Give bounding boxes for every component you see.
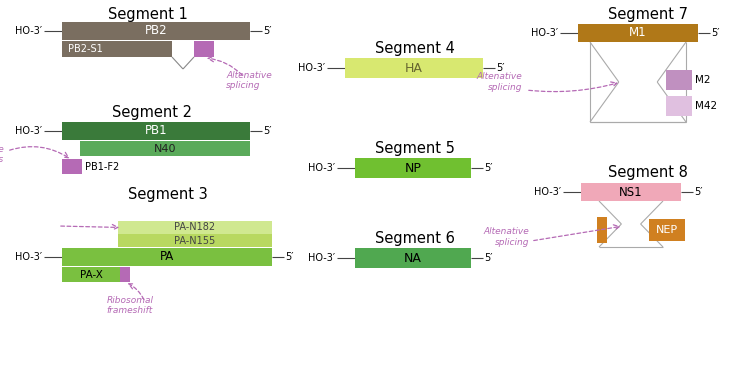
Bar (120, 267, 130, 282)
Text: PA-X: PA-X (80, 269, 103, 279)
Text: Segment 1: Segment 1 (108, 6, 188, 22)
Bar (597, 217, 607, 243)
Text: Altenative
initiations: Altenative initiations (0, 145, 4, 164)
Text: HO-3′: HO-3′ (308, 163, 335, 173)
Text: PB1-F2: PB1-F2 (85, 161, 119, 172)
Bar (62, 22, 250, 40)
Bar (62, 159, 82, 174)
Bar (355, 248, 471, 268)
Text: M1: M1 (629, 27, 646, 39)
Text: N40: N40 (154, 144, 176, 153)
Bar (581, 183, 681, 201)
Text: Segment 5: Segment 5 (375, 141, 455, 155)
Text: M2: M2 (695, 75, 710, 85)
Text: 5′: 5′ (263, 126, 272, 136)
Text: PA-N182: PA-N182 (175, 222, 215, 232)
Bar (118, 221, 272, 234)
Bar (62, 248, 272, 266)
Text: Ribosomal
frameshift: Ribosomal frameshift (106, 296, 154, 315)
Text: Segment 4: Segment 4 (375, 41, 455, 55)
Text: Altenative
splicing: Altenative splicing (226, 71, 272, 91)
Text: 5′: 5′ (711, 28, 719, 38)
Text: NP: NP (404, 161, 422, 174)
Bar (345, 58, 483, 78)
Text: HO-3′: HO-3′ (15, 26, 42, 36)
Text: PB2: PB2 (145, 25, 167, 38)
Text: Segment 6: Segment 6 (375, 230, 455, 246)
Text: HO-3′: HO-3′ (531, 28, 558, 38)
Text: HO-3′: HO-3′ (534, 187, 561, 197)
Text: HO-3′: HO-3′ (15, 126, 42, 136)
Bar (62, 41, 172, 57)
Text: 5′: 5′ (285, 252, 293, 262)
Bar (649, 219, 685, 241)
Text: NA: NA (404, 252, 422, 265)
Text: Segment 8: Segment 8 (608, 164, 688, 180)
Bar (666, 96, 692, 116)
Text: HO-3′: HO-3′ (298, 63, 325, 73)
Text: 5′: 5′ (694, 187, 703, 197)
Text: M42: M42 (695, 101, 717, 111)
Bar (194, 41, 214, 57)
Bar (118, 234, 272, 247)
Bar (666, 70, 692, 90)
Text: Segment 3: Segment 3 (128, 186, 208, 202)
Text: 5′: 5′ (484, 163, 493, 173)
Text: Altenative
splicing: Altenative splicing (476, 72, 522, 92)
Text: PB2-S1: PB2-S1 (68, 44, 103, 54)
Text: Segment 2: Segment 2 (112, 105, 192, 119)
Text: 5′: 5′ (496, 63, 505, 73)
Text: 5′: 5′ (484, 253, 493, 263)
Text: HO-3′: HO-3′ (15, 252, 42, 262)
Text: Altenative
splicing: Altenative splicing (483, 227, 529, 247)
Text: HA: HA (405, 61, 423, 75)
Text: PB1: PB1 (145, 124, 167, 138)
Text: Segment 7: Segment 7 (608, 6, 688, 22)
Text: 5′: 5′ (263, 26, 272, 36)
Text: NS1: NS1 (620, 185, 643, 199)
Bar (62, 267, 120, 282)
Text: NEP: NEP (656, 225, 678, 235)
Bar (80, 141, 250, 156)
Bar (355, 158, 471, 178)
Bar (62, 122, 250, 140)
Text: HO-3′: HO-3′ (308, 253, 335, 263)
Text: PA-N155: PA-N155 (174, 235, 216, 246)
Bar (578, 24, 698, 42)
Text: PA: PA (160, 251, 174, 263)
